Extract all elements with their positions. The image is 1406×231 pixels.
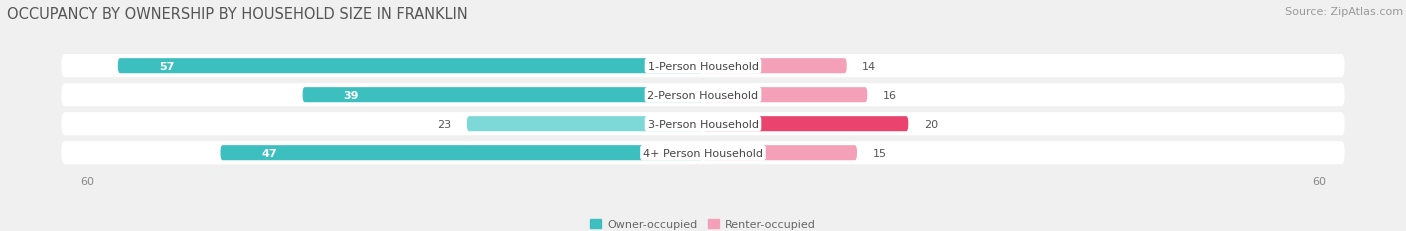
Text: 23: 23 xyxy=(437,119,451,129)
Text: 14: 14 xyxy=(862,61,876,71)
FancyBboxPatch shape xyxy=(62,84,1344,107)
FancyBboxPatch shape xyxy=(118,59,703,74)
FancyBboxPatch shape xyxy=(62,113,1344,136)
Legend: Owner-occupied, Renter-occupied: Owner-occupied, Renter-occupied xyxy=(586,215,820,231)
FancyBboxPatch shape xyxy=(467,117,703,132)
Text: 47: 47 xyxy=(262,148,277,158)
Text: 57: 57 xyxy=(159,61,174,71)
Text: OCCUPANCY BY OWNERSHIP BY HOUSEHOLD SIZE IN FRANKLIN: OCCUPANCY BY OWNERSHIP BY HOUSEHOLD SIZE… xyxy=(7,7,468,22)
Text: 39: 39 xyxy=(343,90,359,100)
FancyBboxPatch shape xyxy=(703,146,858,161)
Text: 15: 15 xyxy=(872,148,886,158)
Text: 16: 16 xyxy=(883,90,897,100)
Text: 1-Person Household: 1-Person Household xyxy=(648,61,758,71)
FancyBboxPatch shape xyxy=(703,117,908,132)
Text: 2-Person Household: 2-Person Household xyxy=(647,90,759,100)
Text: 4+ Person Household: 4+ Person Household xyxy=(643,148,763,158)
FancyBboxPatch shape xyxy=(703,88,868,103)
FancyBboxPatch shape xyxy=(62,55,1344,78)
Text: 3-Person Household: 3-Person Household xyxy=(648,119,758,129)
Text: Source: ZipAtlas.com: Source: ZipAtlas.com xyxy=(1285,7,1403,17)
FancyBboxPatch shape xyxy=(302,88,703,103)
FancyBboxPatch shape xyxy=(703,59,846,74)
Text: 20: 20 xyxy=(924,119,938,129)
FancyBboxPatch shape xyxy=(62,141,1344,164)
FancyBboxPatch shape xyxy=(221,146,703,161)
